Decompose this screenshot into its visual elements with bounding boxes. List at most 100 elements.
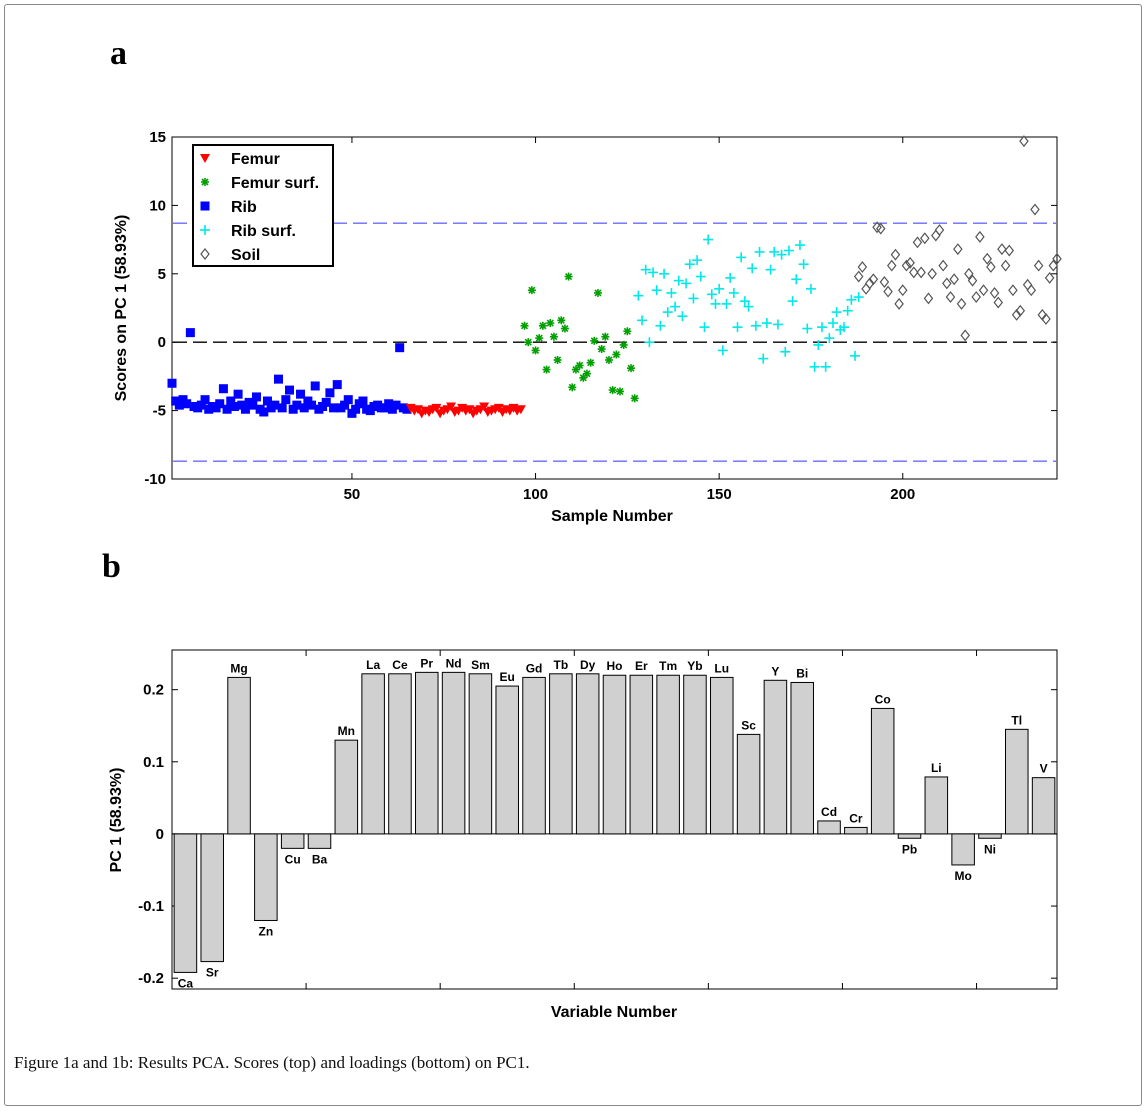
figure-caption: Figure 1a and 1b: Results PCA. Scores (t… — [14, 1053, 530, 1072]
data-point — [273, 374, 283, 384]
bar-ho — [602, 674, 627, 835]
data-point — [868, 273, 879, 286]
data-point — [630, 394, 639, 403]
data-point — [601, 332, 610, 341]
data-point — [538, 321, 547, 330]
data-point — [857, 260, 868, 273]
bar-label: Tm — [659, 659, 677, 673]
bar-label: Nd — [446, 656, 462, 670]
loadings-x-axis-label: Variable Number — [551, 1004, 677, 1021]
data-point — [699, 322, 710, 333]
data-point — [310, 381, 320, 391]
y-tick-label: -0.1 — [138, 898, 164, 915]
panel-a-label: a — [110, 35, 127, 72]
data-point — [1030, 203, 1040, 216]
bar-ba — [307, 833, 332, 849]
bar-cr — [844, 826, 868, 835]
data-point — [710, 298, 721, 309]
data-point — [920, 232, 930, 245]
data-point — [262, 396, 272, 406]
data-point — [1026, 284, 1037, 297]
data-point — [1000, 259, 1011, 272]
scores-points — [167, 135, 1062, 419]
scores-legend: Femur Femur surf. Rib Rib surf. Soil — [192, 144, 334, 267]
data-point — [431, 403, 442, 413]
bar-lu — [710, 676, 734, 835]
data-point — [582, 369, 591, 378]
data-point — [182, 399, 192, 409]
bar-y — [763, 679, 788, 835]
bar-li — [924, 776, 949, 835]
data-point — [927, 267, 937, 280]
data-point — [560, 324, 569, 333]
data-point — [945, 291, 956, 304]
data-point — [575, 361, 584, 370]
bar-cd — [817, 820, 841, 835]
data-point — [1041, 312, 1051, 325]
bar-ca — [173, 833, 198, 973]
data-point — [351, 404, 361, 414]
scores-x-axis-label: Sample Number — [551, 508, 673, 525]
data-point — [905, 256, 915, 269]
data-point — [402, 404, 412, 414]
bar-sr — [200, 833, 224, 963]
data-point — [780, 346, 791, 357]
bar-label: Mn — [338, 724, 355, 738]
bar-ce — [388, 673, 412, 835]
legend-marker — [200, 225, 210, 235]
bar-sm — [468, 673, 493, 835]
bar-label: Pr — [420, 656, 433, 670]
data-point — [783, 245, 794, 256]
data-point — [604, 355, 613, 364]
bar-label: Ba — [312, 852, 328, 866]
scores-y-axis-label: Scores on PC 1 (58.93%) — [113, 215, 130, 402]
data-point — [670, 301, 681, 312]
scores-chart: -10 -5 0 5 10 15 50 100 150 200 Sample Number Sco… — [113, 129, 1062, 525]
bar-label: Mo — [954, 869, 971, 883]
panel-b-label: b — [102, 548, 121, 585]
data-point — [597, 345, 606, 354]
bar-label: Gd — [526, 661, 543, 675]
data-point — [993, 296, 1004, 309]
bar-tb — [549, 673, 573, 835]
legend-label: Soil — [231, 247, 260, 264]
data-point — [299, 403, 309, 413]
data-point — [644, 337, 655, 348]
data-point — [703, 234, 714, 245]
data-point — [167, 378, 177, 388]
bar-label: Ho — [607, 659, 623, 673]
bar-label: Lu — [714, 661, 729, 675]
bar-label: Ca — [178, 976, 194, 990]
data-point — [912, 236, 923, 249]
data-point — [677, 311, 688, 322]
data-point — [612, 350, 621, 359]
data-point — [967, 274, 978, 287]
data-point — [332, 380, 342, 390]
data-point — [831, 307, 842, 318]
data-point — [222, 404, 232, 414]
data-point — [717, 345, 728, 356]
bar-ni — [978, 833, 1002, 839]
data-point — [608, 386, 617, 395]
data-point — [564, 272, 573, 281]
bar-mg — [227, 676, 251, 835]
data-point — [827, 318, 838, 329]
data-point — [971, 291, 981, 304]
bar-label: Eu — [500, 670, 515, 684]
bar-label: Tb — [554, 658, 569, 672]
data-point — [978, 284, 989, 297]
data-point — [553, 355, 562, 364]
data-point — [989, 286, 1000, 299]
data-point — [953, 243, 963, 256]
bar-label: La — [366, 658, 380, 672]
data-point — [684, 259, 695, 270]
y-tick-label: -0.2 — [138, 970, 164, 987]
legend-label: Rib — [231, 199, 257, 216]
data-point — [879, 276, 890, 288]
bar-zn — [254, 833, 278, 921]
data-point — [391, 400, 401, 410]
data-point — [200, 395, 210, 405]
loadings-chart: -0.2 -0.1 0 0.1 0.2 Ca Sr Mg Zn Cu Ba Mn La Ce Pr Nd Sm… — [108, 649, 1058, 1021]
data-point — [747, 263, 758, 274]
data-point — [651, 285, 662, 296]
